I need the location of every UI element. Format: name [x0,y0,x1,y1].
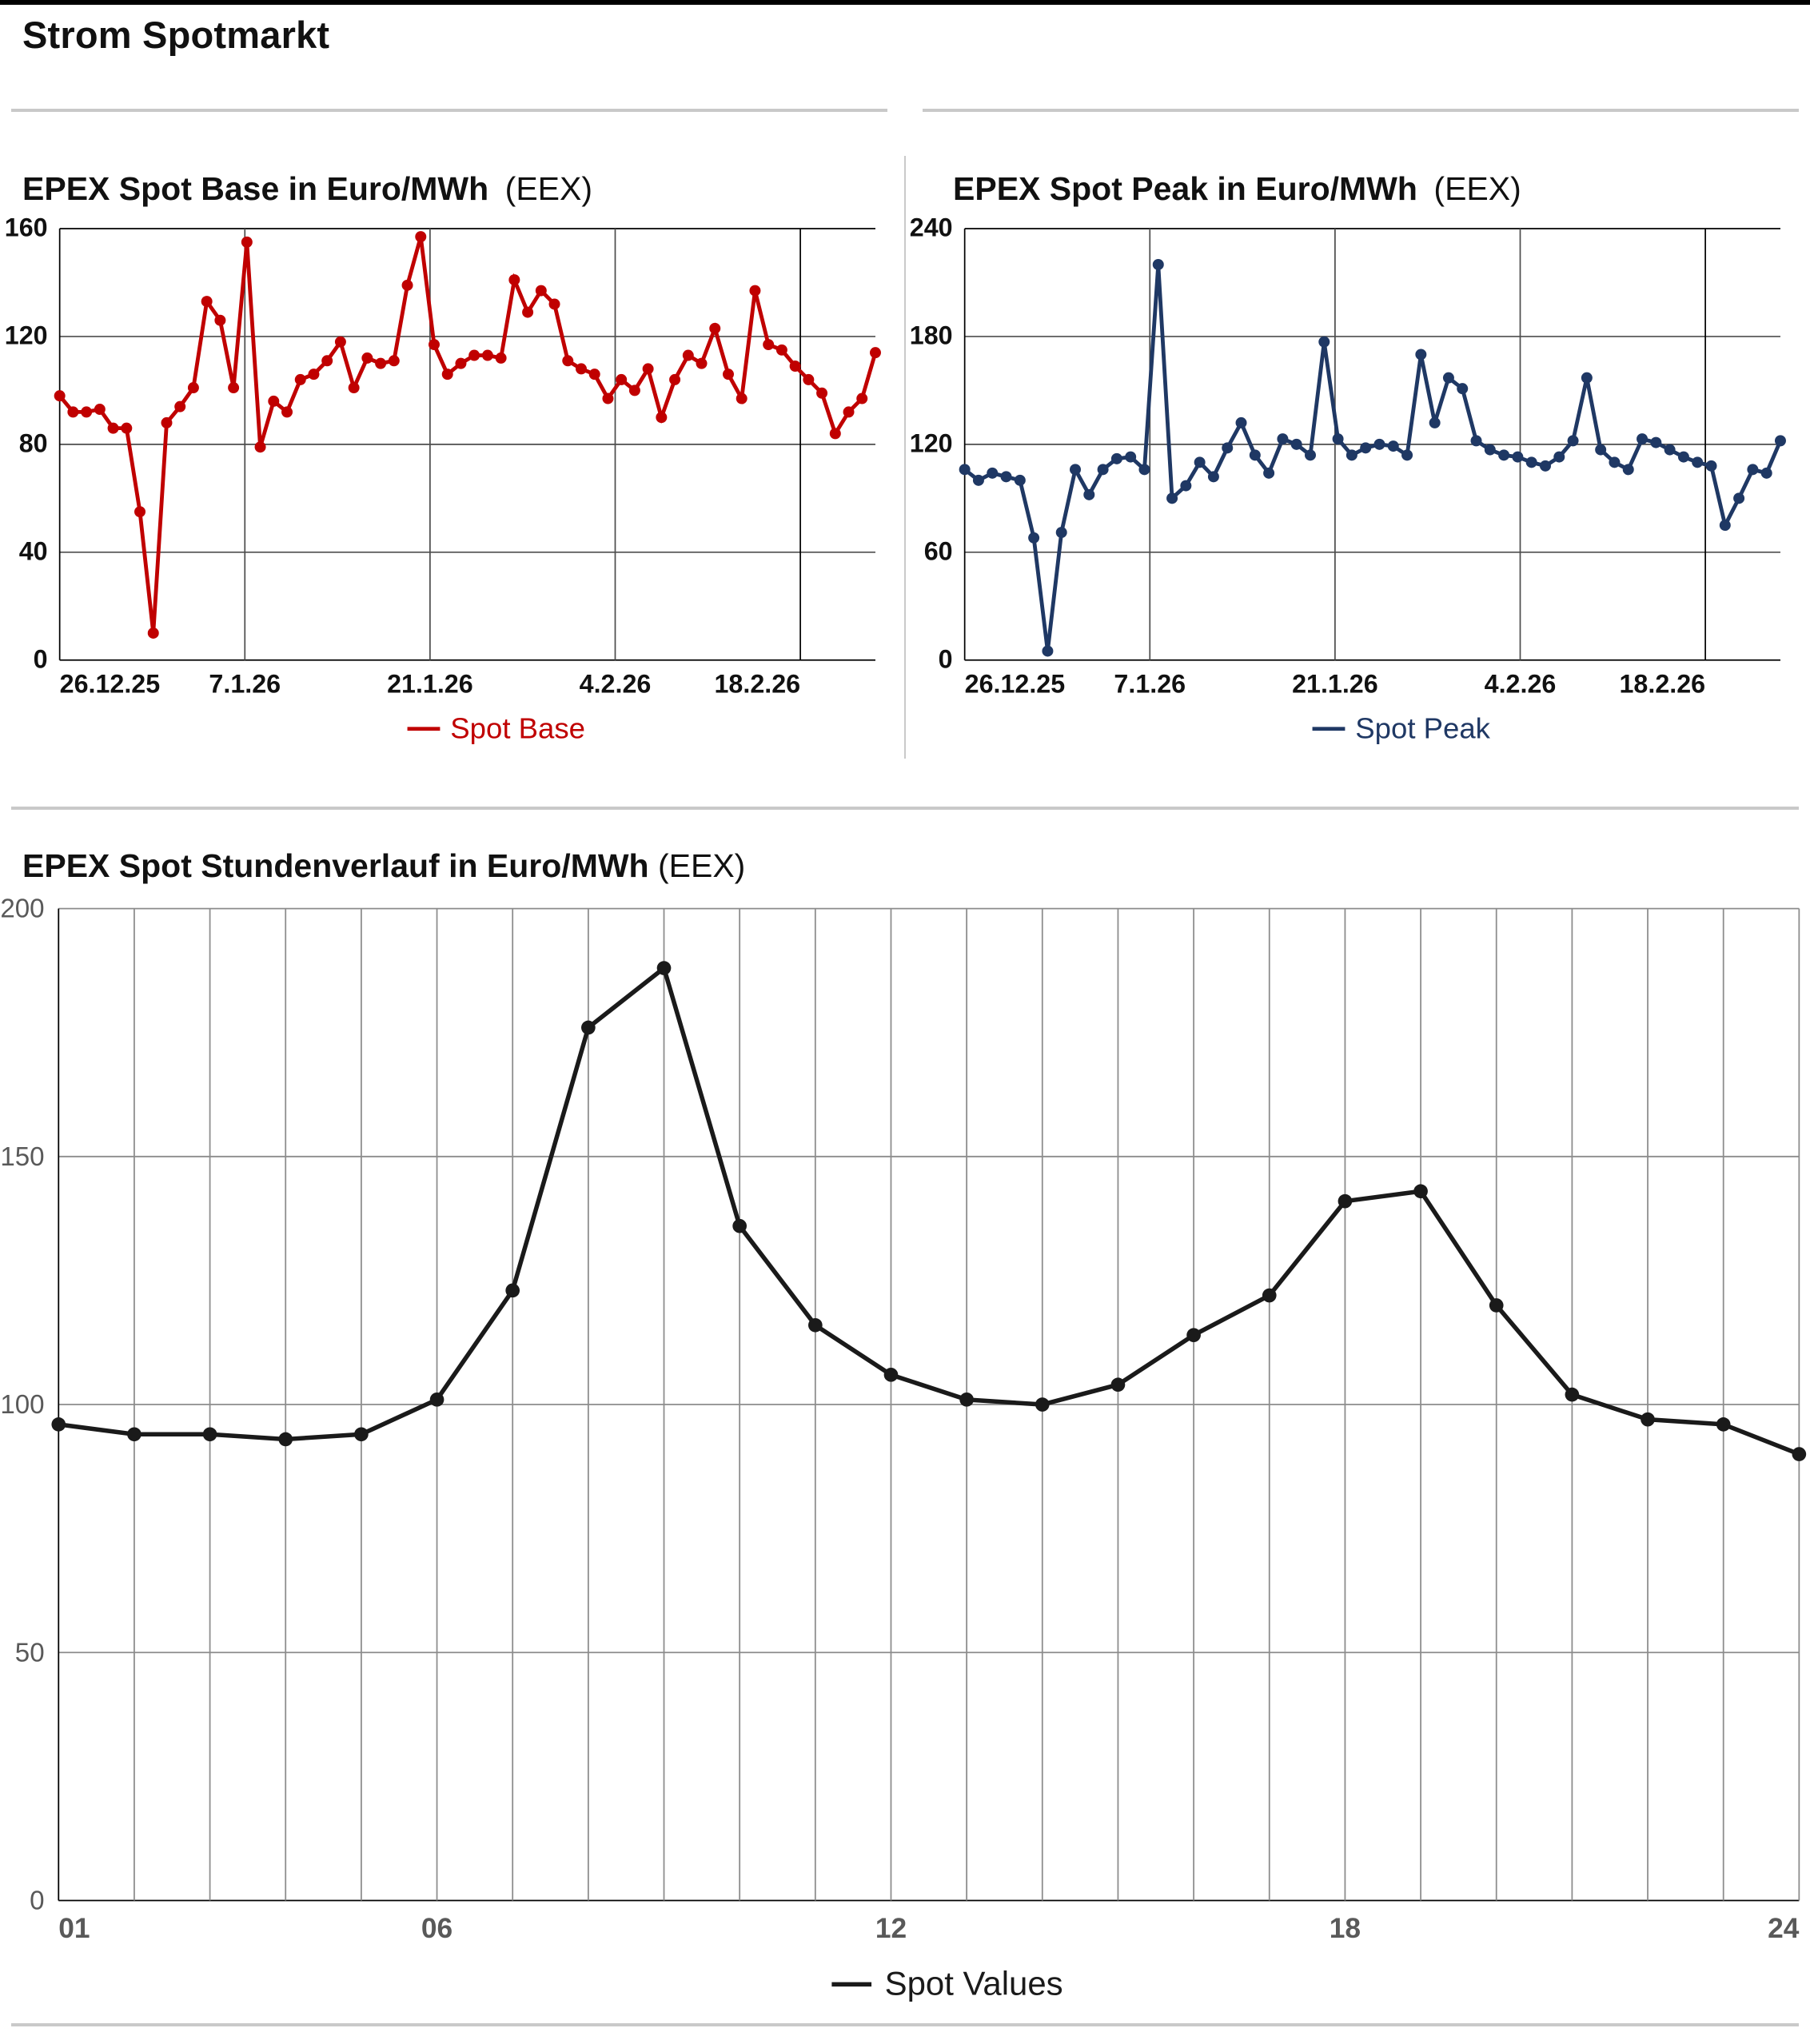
svg-text:18: 18 [1330,1913,1361,1944]
svg-text:18.2.26: 18.2.26 [1619,670,1705,699]
svg-text:0: 0 [30,1887,44,1916]
svg-text:Spot Base: Spot Base [450,712,585,745]
svg-text:50: 50 [15,1638,45,1667]
svg-text:24: 24 [1768,1913,1800,1944]
svg-text:4.2.26: 4.2.26 [580,670,652,699]
svg-text:100: 100 [0,1390,44,1420]
svg-text:26.12.25: 26.12.25 [60,670,161,699]
svg-text:21.1.26: 21.1.26 [387,670,473,699]
svg-text:7.1.26: 7.1.26 [209,670,281,699]
svg-text:150: 150 [0,1142,44,1172]
svg-text:40: 40 [19,536,48,565]
svg-text:01: 01 [58,1913,90,1944]
svg-text:80: 80 [19,429,48,458]
svg-text:0: 0 [34,644,48,673]
svg-text:7.1.26: 7.1.26 [1114,670,1186,699]
svg-text:0: 0 [939,644,953,673]
svg-text:26.12.25: 26.12.25 [965,670,1066,699]
svg-text:120: 120 [910,429,953,458]
svg-text:12: 12 [875,1913,907,1944]
svg-text:Spot Values: Spot Values [885,1965,1063,2002]
svg-text:18.2.26: 18.2.26 [714,670,800,699]
svg-text:160: 160 [5,213,48,242]
svg-text:240: 240 [910,213,953,242]
svg-text:60: 60 [924,536,953,565]
svg-text:06: 06 [421,1913,452,1944]
svg-text:120: 120 [5,321,48,350]
svg-text:4.2.26: 4.2.26 [1485,670,1557,699]
svg-text:180: 180 [910,321,953,350]
svg-text:200: 200 [0,894,44,924]
svg-text:21.1.26: 21.1.26 [1292,670,1378,699]
svg-text:Spot Peak: Spot Peak [1355,712,1490,745]
